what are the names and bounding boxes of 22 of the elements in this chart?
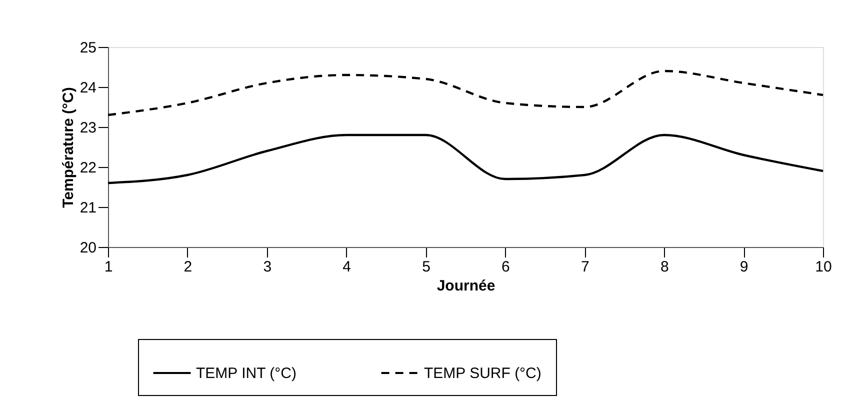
x-tick-label: 7 (580, 258, 590, 276)
legend-label: TEMP SURF (°C) (424, 365, 542, 382)
y-tick-label: 23 (80, 120, 96, 136)
x-tick-label: 10 (815, 258, 832, 276)
x-tick-label: 4 (342, 258, 352, 276)
x-axis-title: Journée (436, 278, 496, 294)
x-tick-label: 1 (104, 258, 113, 276)
x-tick-label: 6 (502, 258, 510, 276)
x-tick-label: 2 (184, 258, 192, 276)
y-tick-label: 25 (80, 40, 96, 56)
y-axis-title: Température (°C) (60, 87, 77, 208)
legend-label: TEMP INT (°C) (196, 365, 296, 382)
y-tick-label: 20 (80, 240, 96, 256)
y-tick-label: 24 (80, 80, 96, 96)
line-series (106, 70, 824, 116)
x-tick-label: 8 (660, 258, 669, 276)
y-tick-label: 21 (80, 200, 96, 216)
x-tick-label: 5 (422, 258, 430, 276)
y-tick-label: 22 (80, 160, 96, 176)
x-tick-label: 9 (740, 258, 748, 276)
line-series (106, 134, 824, 184)
x-tick-label: 3 (263, 258, 272, 276)
